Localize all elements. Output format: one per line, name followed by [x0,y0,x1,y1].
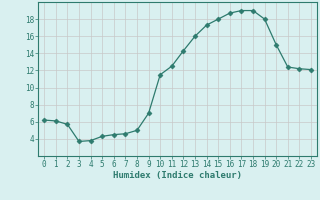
X-axis label: Humidex (Indice chaleur): Humidex (Indice chaleur) [113,171,242,180]
